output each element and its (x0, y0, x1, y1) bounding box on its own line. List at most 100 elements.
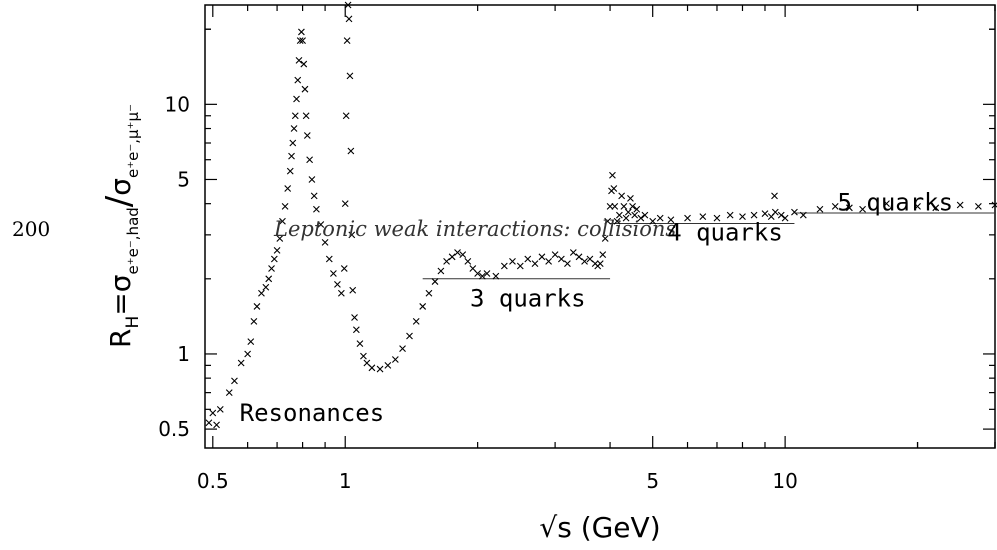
data-point (771, 208, 779, 216)
x-tick-label: 5 (646, 469, 659, 493)
data-point (391, 356, 399, 363)
data-point (345, 15, 353, 23)
data-point (296, 37, 304, 45)
data-point (620, 203, 628, 210)
data-point (349, 286, 357, 294)
data-point (750, 211, 758, 219)
data-point (225, 389, 233, 397)
data-point (631, 211, 639, 219)
data-point (637, 214, 645, 222)
data-point (368, 364, 376, 372)
data-point (641, 211, 649, 219)
data-point (474, 270, 482, 277)
data-point (270, 255, 278, 263)
svg-text:RH=σe⁺e⁻,had/σe⁺e⁻,μ⁺μ⁻: RH=σe⁺e⁻,had/σe⁺e⁻,μ⁺μ⁻ (99, 104, 143, 348)
data-point (859, 205, 866, 213)
data-point (295, 56, 303, 64)
data-point (610, 185, 618, 192)
y-tick-label: 0.5 (158, 417, 190, 441)
data-point (341, 200, 349, 208)
data-point (340, 265, 348, 272)
data-point (459, 251, 467, 259)
data-point (406, 332, 413, 340)
data-point (713, 214, 721, 222)
data-point (301, 85, 309, 93)
data-point (883, 200, 890, 208)
data-point (761, 210, 769, 217)
annotation-label: Resonances (240, 399, 385, 427)
y-tick-label: 1 (177, 342, 190, 366)
y-axis-label: RH=σe⁺e⁻,had/σe⁺e⁻,μ⁺μ⁻ (99, 104, 143, 348)
y-label-num-sub: e⁺e⁻,had (124, 207, 142, 274)
data-points (205, 1, 997, 429)
data-point (310, 192, 318, 200)
data-point (622, 214, 630, 222)
x-tick-label: 0.5 (197, 469, 229, 493)
data-point (425, 289, 433, 297)
y-label-sigma-num: σ (104, 275, 137, 293)
data-point (279, 217, 286, 225)
data-point (281, 203, 289, 210)
data-point (360, 352, 367, 360)
plot-frame (204, 4, 996, 449)
data-point (739, 213, 746, 220)
data-point (991, 201, 997, 209)
data-point (791, 208, 798, 216)
data-point (231, 377, 238, 385)
data-point (454, 249, 461, 256)
annotations: Resonances 3 quarks 4 quarks 5 quarks (240, 189, 953, 427)
data-point (777, 211, 785, 219)
data-point (771, 192, 778, 200)
data-point (443, 257, 450, 265)
axis-ticks (205, 5, 996, 448)
data-point (629, 203, 636, 210)
data-point (633, 205, 641, 213)
data-point (289, 139, 297, 147)
data-point (538, 253, 546, 261)
data-point (601, 235, 609, 242)
data-point (342, 112, 350, 120)
data-point (216, 405, 224, 413)
data-point (799, 211, 807, 219)
data-point (209, 409, 217, 417)
data-point (615, 211, 623, 219)
data-point (914, 203, 921, 210)
data-point (299, 37, 306, 45)
data-point (351, 314, 358, 321)
data-point (649, 217, 657, 225)
data-point (244, 350, 252, 358)
x-tick-labels: 0.5 1 5 10 (197, 469, 798, 493)
data-point (726, 211, 734, 219)
data-point (290, 125, 298, 132)
data-point (448, 253, 456, 261)
data-point (303, 132, 311, 139)
data-point (284, 185, 292, 192)
data-point (253, 303, 261, 310)
data-point (667, 216, 675, 224)
data-point (337, 289, 345, 297)
data-point (831, 203, 839, 210)
data-point (399, 345, 406, 353)
data-point (352, 326, 360, 334)
page-number: 200 (12, 217, 50, 241)
data-point (213, 421, 220, 429)
data-point (478, 272, 486, 280)
y-label-sub: H (123, 316, 143, 329)
data-point (564, 260, 571, 268)
data-point (816, 205, 824, 213)
data-point (306, 156, 314, 164)
data-point (343, 37, 351, 45)
data-point (781, 214, 789, 222)
y-label-slash: / (99, 195, 139, 207)
data-point (557, 255, 565, 263)
x-tick-label: 1 (339, 469, 352, 493)
reference-lines (422, 212, 995, 280)
data-point (464, 257, 472, 265)
data-point (294, 76, 302, 84)
data-point (268, 265, 275, 272)
y-tick-label: 10 (165, 92, 190, 116)
data-point (384, 361, 392, 369)
x-tick-label: 10 (772, 469, 797, 493)
data-point (286, 167, 294, 175)
